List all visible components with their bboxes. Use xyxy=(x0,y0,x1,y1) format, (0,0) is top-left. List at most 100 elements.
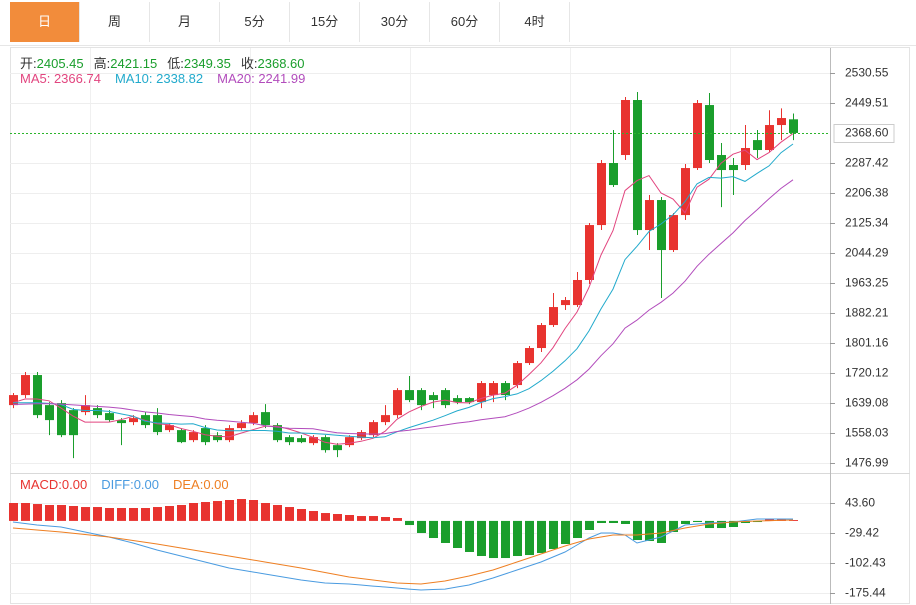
tab-bar: 日周月 5分 15分 30分 60分 4时 xyxy=(0,0,916,45)
candle-body xyxy=(417,390,426,406)
ohlc-label: 开: xyxy=(20,56,37,71)
macd-bar xyxy=(273,505,282,521)
y-tick-label: 1558.03 xyxy=(845,426,889,440)
candle-body xyxy=(537,325,546,349)
candle-body xyxy=(693,103,702,169)
macd-line xyxy=(12,519,794,585)
macd-bar xyxy=(681,520,690,524)
candle-body xyxy=(345,437,354,446)
candle-body xyxy=(753,140,762,151)
macd-bar xyxy=(201,502,210,521)
candle-body xyxy=(129,418,138,423)
candle-body xyxy=(513,363,522,386)
candle-body xyxy=(177,430,186,443)
macd-bar xyxy=(21,503,30,521)
candle-body xyxy=(453,398,462,403)
y-tick-label: -175.44 xyxy=(845,586,886,600)
macd-bar xyxy=(501,520,510,559)
macd-bar xyxy=(105,508,114,521)
tab[interactable]: 4时 xyxy=(500,2,570,42)
macd-line xyxy=(12,518,793,591)
macd-bar xyxy=(417,520,426,533)
candle-body xyxy=(249,415,258,424)
tab[interactable]: 30分 xyxy=(360,2,430,42)
candle-body xyxy=(789,119,798,133)
macd-bar xyxy=(285,507,294,521)
tab[interactable]: 15分 xyxy=(290,2,360,42)
candle-body xyxy=(225,428,234,441)
candle-body xyxy=(105,413,114,421)
macd-bar xyxy=(321,513,330,521)
tab[interactable]: 5分 xyxy=(220,2,290,42)
candle-body xyxy=(333,445,342,451)
candle-body xyxy=(393,390,402,416)
candle-body xyxy=(165,425,174,431)
candle-body xyxy=(657,200,666,251)
macd-bar xyxy=(525,520,534,556)
candle-body xyxy=(489,383,498,396)
tab[interactable]: 月 xyxy=(150,2,220,42)
tab[interactable]: 日 xyxy=(10,2,80,42)
macd-bar xyxy=(621,520,630,524)
candle-body xyxy=(549,307,558,326)
candle-body xyxy=(441,390,450,406)
macd-bar xyxy=(333,514,342,521)
macd-bar xyxy=(441,520,450,543)
candle-body xyxy=(45,405,54,421)
candle-body xyxy=(381,415,390,423)
y-tick-label: 1801.16 xyxy=(845,336,889,350)
candle-body xyxy=(561,300,570,306)
candle-body xyxy=(645,200,654,231)
macd-bar xyxy=(465,520,474,552)
last-price-label: 2368.60 xyxy=(845,126,889,140)
tab[interactable]: 周 xyxy=(80,2,150,42)
macd-bar xyxy=(117,508,126,521)
macd-bar xyxy=(45,505,54,521)
candle-body xyxy=(777,118,786,126)
macd-bar xyxy=(717,520,726,529)
macd-bar xyxy=(309,511,318,521)
y-tick-label: 2125.34 xyxy=(845,216,889,230)
candle-body xyxy=(729,165,738,171)
macd-bar xyxy=(477,520,486,557)
macd-bar xyxy=(597,520,606,524)
ma-line xyxy=(12,133,794,445)
candle-body xyxy=(609,163,618,186)
tab[interactable]: 60分 xyxy=(430,2,500,42)
candle-body xyxy=(501,383,510,396)
chart-frame xyxy=(10,47,910,604)
y-tick-label: 2530.55 xyxy=(845,66,889,80)
candle-body xyxy=(309,437,318,444)
macd-bar xyxy=(261,503,270,521)
macd-bar xyxy=(657,520,666,543)
candle-body xyxy=(369,422,378,436)
macd-bar xyxy=(177,505,186,521)
y-tick-label: 2206.38 xyxy=(845,186,889,200)
candle-body xyxy=(57,403,66,436)
macd-bar xyxy=(789,520,798,521)
legend-entry: DIFF:0.00 xyxy=(101,477,159,492)
macd-bar xyxy=(609,520,618,524)
candle-body xyxy=(669,215,678,251)
ohlc-value: 2349.35 xyxy=(183,56,231,71)
macd-bar xyxy=(537,520,546,554)
candle-body xyxy=(357,432,366,439)
macd-bar xyxy=(225,500,234,521)
candle-body xyxy=(237,423,246,429)
legend-entry: MA20: 2241.99 xyxy=(217,71,306,86)
candle-body xyxy=(33,375,42,416)
macd-bar xyxy=(633,520,642,541)
macd-bar xyxy=(57,505,66,521)
candle-body xyxy=(681,168,690,216)
macd-bar xyxy=(765,519,774,521)
macd-bar xyxy=(561,520,570,545)
macd-bar xyxy=(645,520,654,542)
macd-bar xyxy=(165,506,174,521)
ohlc-value: 2368.60 xyxy=(257,56,305,71)
candle-body xyxy=(573,279,582,306)
macd-bar xyxy=(369,516,378,521)
ma-line xyxy=(12,179,794,435)
legend-entry: DEA:0.00 xyxy=(173,477,229,492)
candle-body xyxy=(117,420,126,424)
